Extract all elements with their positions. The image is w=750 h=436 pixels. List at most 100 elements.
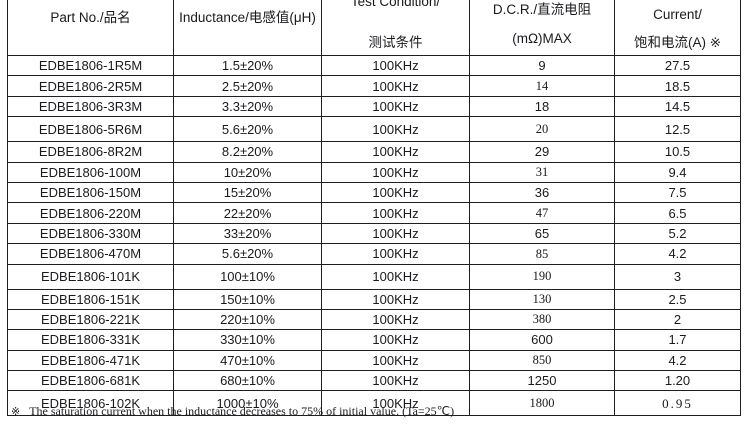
inductance-cell: 33±20% [173, 222, 322, 245]
inductor-spec-table: Part No./品名 Inductance/电感值(μH) Test Cond… [7, 0, 741, 417]
header-test-condition: Test Condition/ 测试条件 [321, 0, 470, 56]
current-cell: 1.20 [614, 370, 741, 392]
part-no-cell: EDBE1806-2R5M [7, 75, 174, 97]
inductance-cell: 100±10% [173, 263, 322, 290]
test-condition-cell: 100KHz [321, 288, 470, 310]
test-condition-cell: 100KHz [321, 222, 470, 245]
inductance-cell: 470±10% [173, 349, 322, 372]
current-cell: 2.5 [614, 288, 741, 310]
current-cell: 5.2 [614, 222, 741, 245]
part-no-cell: EDBE1806-1R5M [7, 54, 174, 77]
current-cell: 4.2 [614, 243, 741, 265]
dcr-cell: 36 [469, 181, 615, 204]
header-current-label-en: Current/ [653, 7, 702, 22]
table-row: EDBE1806-5R6M 5.6±20% 100KHz 20 12.5 [7, 116, 741, 143]
table-header: Part No./品名 Inductance/电感值(μH) Test Cond… [7, 0, 741, 56]
table-row: EDBE1806-221K 220±10% 100KHz 380 2 [7, 308, 741, 331]
test-condition-cell: 100KHz [321, 308, 470, 331]
table-row: EDBE1806-102K 1000±10% 100KHz 1800 0.95 [7, 390, 741, 417]
dcr-cell: 600 [469, 329, 615, 351]
dcr-cell: 14 [469, 75, 615, 97]
dcr-cell: 20 [469, 116, 615, 143]
part-no-cell: EDBE1806-102K [7, 390, 174, 417]
current-cell: 6.5 [614, 202, 741, 224]
dcr-cell: 850 [469, 349, 615, 372]
current-cell: 7.5 [614, 181, 741, 204]
inductance-cell: 10±20% [173, 161, 322, 183]
test-condition-cell: 100KHz [321, 202, 470, 224]
current-cell: 14.5 [614, 95, 741, 118]
header-part-no-label: Part No./品名 [50, 10, 131, 25]
part-no-cell: EDBE1806-470M [7, 243, 174, 265]
part-no-cell: EDBE1806-5R6M [7, 116, 174, 143]
current-cell: 2 [614, 308, 741, 331]
part-no-cell: EDBE1806-101K [7, 263, 174, 290]
table-row: EDBE1806-100M 10±20% 100KHz 31 9.4 [7, 161, 741, 183]
dcr-cell: 1250 [469, 370, 615, 392]
header-dcr-label-en: D.C.R./直流电阻 [492, 2, 592, 17]
table-row: EDBE1806-151K 150±10% 100KHz 130 2.5 [7, 288, 741, 310]
header-inductance-label: Inductance/电感值(μH) [179, 10, 316, 25]
test-condition-cell: 100KHz [321, 181, 470, 204]
test-condition-cell: 100KHz [321, 329, 470, 351]
test-condition-cell: 100KHz [321, 116, 470, 143]
table-body: EDBE1806-1R5M 1.5±20% 100KHz 9 27.5 EDBE1806-… [7, 54, 741, 417]
header-dcr: D.C.R./直流电阻 (mΩ)MAX [469, 0, 615, 56]
part-no-cell: EDBE1806-100M [7, 161, 174, 183]
inductance-cell: 5.6±20% [173, 243, 322, 265]
part-no-cell: EDBE1806-8R2M [7, 141, 174, 163]
part-no-cell: EDBE1806-331K [7, 329, 174, 351]
table-row: EDBE1806-331K 330±10% 100KHz 600 1.7 [7, 329, 741, 351]
dcr-cell: 85 [469, 243, 615, 265]
table-row: EDBE1806-101K 100±10% 100KHz 190 3 [7, 263, 741, 290]
table-row: EDBE1806-681K 680±10% 100KHz 1250 1.20 [7, 370, 741, 392]
table-row: EDBE1806-330M 33±20% 100KHz 65 5.2 [7, 222, 741, 245]
inductance-cell: 15±20% [173, 181, 322, 204]
dcr-cell: 47 [469, 202, 615, 224]
inductance-cell: 680±10% [173, 370, 322, 392]
table-row: EDBE1806-220M 22±20% 100KHz 47 6.5 [7, 202, 741, 224]
part-no-cell: EDBE1806-220M [7, 202, 174, 224]
current-cell: 9.4 [614, 161, 741, 183]
test-condition-cell: 100KHz [321, 54, 470, 77]
part-no-cell: EDBE1806-681K [7, 370, 174, 392]
header-test-condition-label-cn: 测试条件 [368, 35, 423, 50]
part-no-cell: EDBE1806-151K [7, 288, 174, 310]
part-no-cell: EDBE1806-221K [7, 308, 174, 331]
test-condition-cell: 100KHz [321, 75, 470, 97]
part-no-cell: EDBE1806-330M [7, 222, 174, 245]
inductance-cell: 220±10% [173, 308, 322, 331]
footnote-text: The saturation current when the inductan… [29, 404, 455, 418]
test-condition-cell: 100KHz [321, 141, 470, 163]
dcr-cell: 9 [469, 54, 615, 77]
dcr-cell: 65 [469, 222, 615, 245]
current-cell: 0.95 [614, 390, 741, 417]
inductance-cell: 1000±10% [173, 390, 322, 417]
header-current-label-cn: 饱和电流(A) ※ [633, 35, 722, 50]
current-cell: 27.5 [614, 54, 741, 77]
inductance-cell: 2.5±20% [173, 75, 322, 97]
dcr-cell: 380 [469, 308, 615, 331]
test-condition-cell: 100KHz [321, 95, 470, 118]
footnote: ※ The saturation current when the inducta… [11, 404, 454, 419]
header-current: Current/ 饱和电流(A) ※ [614, 0, 741, 56]
inductance-cell: 8.2±20% [173, 141, 322, 163]
inductance-cell: 1.5±20% [173, 54, 322, 77]
dcr-cell: 130 [469, 288, 615, 310]
table-row: EDBE1806-471K 470±10% 100KHz 850 4.2 [7, 349, 741, 372]
header-part-no: Part No./品名 [7, 0, 174, 56]
dcr-cell: 1800 [469, 390, 615, 417]
table-row: EDBE1806-150M 15±20% 100KHz 36 7.5 [7, 181, 741, 204]
test-condition-cell: 100KHz [321, 370, 470, 392]
table-row: EDBE1806-8R2M 8.2±20% 100KHz 29 10.5 [7, 141, 741, 163]
test-condition-cell: 100KHz [321, 161, 470, 183]
table-row: EDBE1806-470M 5.6±20% 100KHz 85 4.2 [7, 243, 741, 265]
part-no-cell: EDBE1806-3R3M [7, 95, 174, 118]
current-cell: 1.7 [614, 329, 741, 351]
inductance-cell: 330±10% [173, 329, 322, 351]
header-row: Part No./品名 Inductance/电感值(μH) Test Cond… [7, 0, 741, 56]
header-inductance: Inductance/电感值(μH) [173, 0, 322, 56]
test-condition-cell: 100KHz [321, 263, 470, 290]
current-cell: 12.5 [614, 116, 741, 143]
